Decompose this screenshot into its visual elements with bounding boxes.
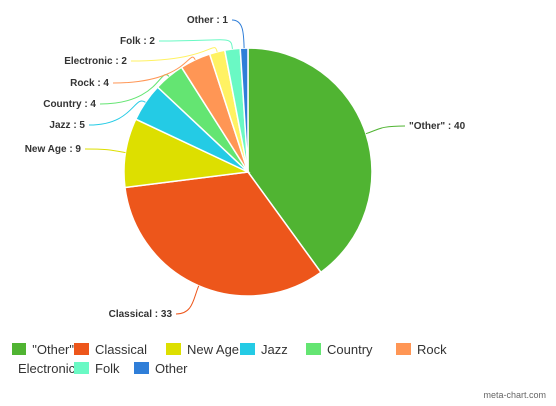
legend-label: Rock	[417, 341, 447, 357]
legend-item[interactable]: Other	[134, 359, 194, 377]
leader-line	[88, 100, 146, 126]
slice-label: Rock : 4	[70, 78, 109, 89]
legend-swatch	[166, 343, 181, 355]
slice-label: "Other" : 40	[409, 121, 466, 132]
legend-label: Country	[327, 341, 373, 357]
legend-swatch	[306, 343, 321, 355]
legend-label: New Age	[187, 341, 240, 357]
slice-label: Folk : 2	[120, 36, 155, 47]
credit-text: meta-chart.com	[483, 390, 546, 400]
pie-slice[interactable]	[239, 47, 249, 173]
legend-label: Classical	[95, 341, 148, 357]
legend-label: Electronic	[18, 360, 76, 376]
slice-label: Electronic : 2	[64, 56, 127, 67]
leader-line	[112, 56, 196, 84]
legend-row: "Other" Classical New Age Jazz Country Rock	[12, 340, 532, 358]
leader-line	[130, 47, 218, 62]
leader-line	[84, 148, 126, 154]
legend-item[interactable]: Country	[306, 340, 396, 358]
slice-label: Classical : 33	[109, 309, 173, 320]
legend-item[interactable]: Rock	[396, 340, 476, 358]
slice-label: Jazz : 5	[49, 120, 85, 131]
legend-item[interactable]: Classical	[74, 340, 166, 358]
slice-label: Other : 1	[187, 15, 229, 26]
slice-label: Country : 4	[43, 99, 96, 110]
legend-item[interactable]: Jazz	[240, 340, 306, 358]
chart-legend: "Other" Classical New Age Jazz Country Rock E…	[12, 340, 532, 378]
legend-swatch	[74, 343, 89, 355]
leader-line	[158, 39, 233, 50]
legend-swatch	[134, 362, 149, 374]
leader-line	[175, 285, 200, 315]
legend-swatch	[74, 362, 89, 374]
legend-row: Electronic Folk Other	[12, 359, 532, 377]
pie-slice[interactable]	[247, 47, 373, 274]
legend-label: Jazz	[261, 341, 288, 357]
leader-line	[231, 19, 245, 49]
legend-item[interactable]: New Age	[166, 340, 240, 358]
legend-label: Folk	[95, 360, 120, 376]
pie-slice[interactable]	[124, 171, 322, 297]
legend-item[interactable]: "Other"	[12, 340, 74, 358]
legend-label: "Other"	[32, 341, 74, 357]
slice-label: New Age : 9	[25, 144, 82, 155]
leader-line	[365, 125, 406, 135]
legend-item[interactable]: Folk	[74, 359, 134, 377]
legend-swatch	[396, 343, 411, 355]
legend-swatch	[240, 343, 255, 355]
legend-swatch	[12, 343, 27, 355]
legend-item[interactable]: Electronic	[12, 359, 76, 377]
legend-label: Other	[155, 360, 188, 376]
